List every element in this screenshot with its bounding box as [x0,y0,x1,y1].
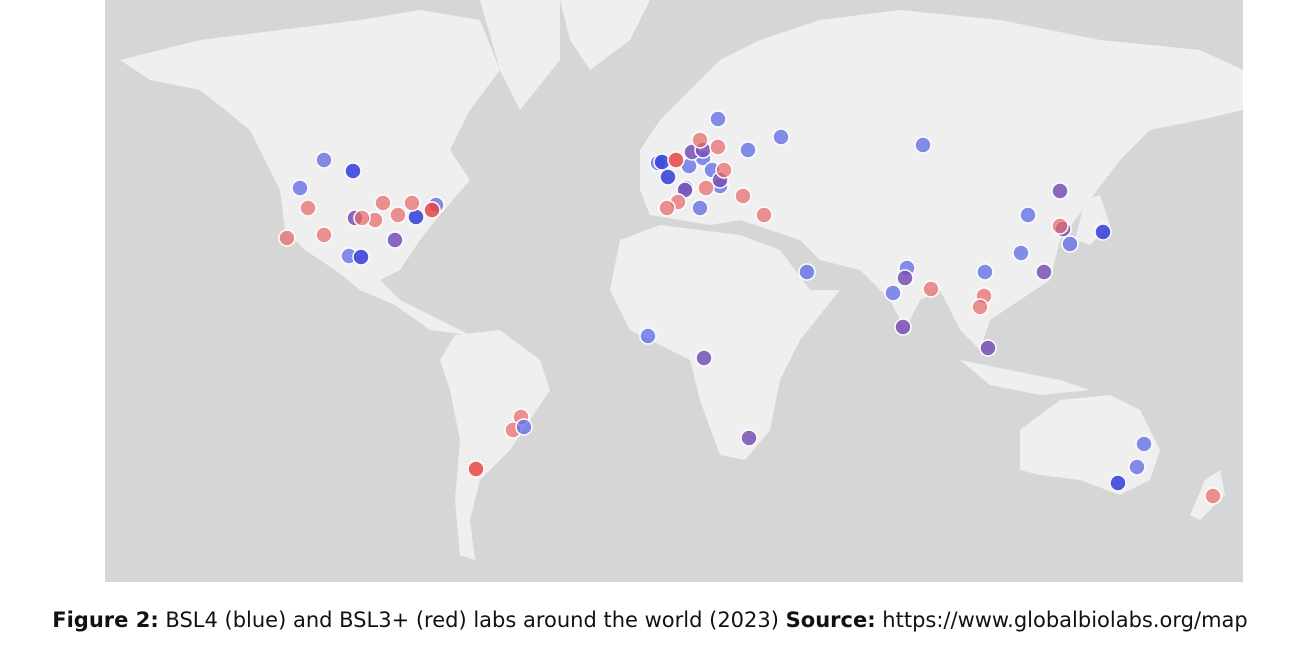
lab-marker [659,168,677,186]
lab-marker [299,199,317,217]
lab-markers [278,110,1222,505]
lab-marker [1094,223,1112,241]
lab-marker [709,110,727,128]
lab-marker [971,298,989,316]
source-url: https://www.globalbiolabs.org/map [882,608,1248,632]
lab-marker [639,327,657,345]
lab-marker [386,231,404,249]
caption-text: BSL4 (blue) and BSL3+ (red) labs around … [165,608,779,632]
lab-marker [467,460,485,478]
lab-marker [709,138,727,156]
lab-marker [1128,458,1146,476]
lab-marker [772,128,790,146]
lab-marker [278,229,296,247]
lab-marker [1012,244,1030,262]
lab-marker [315,226,333,244]
lab-marker [1061,235,1079,253]
lab-marker [734,187,752,205]
lab-marker [1204,487,1222,505]
lab-marker [976,263,994,281]
land [120,0,1243,560]
lab-marker [739,141,757,159]
lab-marker [914,136,932,154]
lab-marker [691,199,709,217]
world-map [105,0,1243,582]
lab-marker [1135,435,1153,453]
lab-marker [715,161,733,179]
lab-marker [352,248,370,266]
lab-marker [515,418,533,436]
lab-marker [922,280,940,298]
lab-marker [695,349,713,367]
lab-marker [344,162,362,180]
lab-marker [291,179,309,197]
lab-marker [740,429,758,447]
lab-marker [353,209,371,227]
lab-marker [389,206,407,224]
lab-marker [798,263,816,281]
lab-marker [1051,182,1069,200]
lab-marker [1051,217,1069,235]
lab-marker [1109,474,1127,492]
figure-caption: Figure 2: BSL4 (blue) and BSL3+ (red) la… [0,608,1300,632]
figure-label: Figure 2: [52,608,159,632]
lab-marker [755,206,773,224]
lab-marker [697,179,715,197]
lab-marker [403,194,421,212]
lab-marker [894,318,912,336]
lab-marker [374,194,392,212]
lab-marker [1035,263,1053,281]
lab-marker [667,151,685,169]
lab-marker [896,269,914,287]
lab-marker [658,199,676,217]
lab-marker [1019,206,1037,224]
lab-marker [315,151,333,169]
lab-marker [884,284,902,302]
lab-marker [691,131,709,149]
lab-marker [423,201,441,219]
lab-marker [979,339,997,357]
source-label: Source: [785,608,876,632]
